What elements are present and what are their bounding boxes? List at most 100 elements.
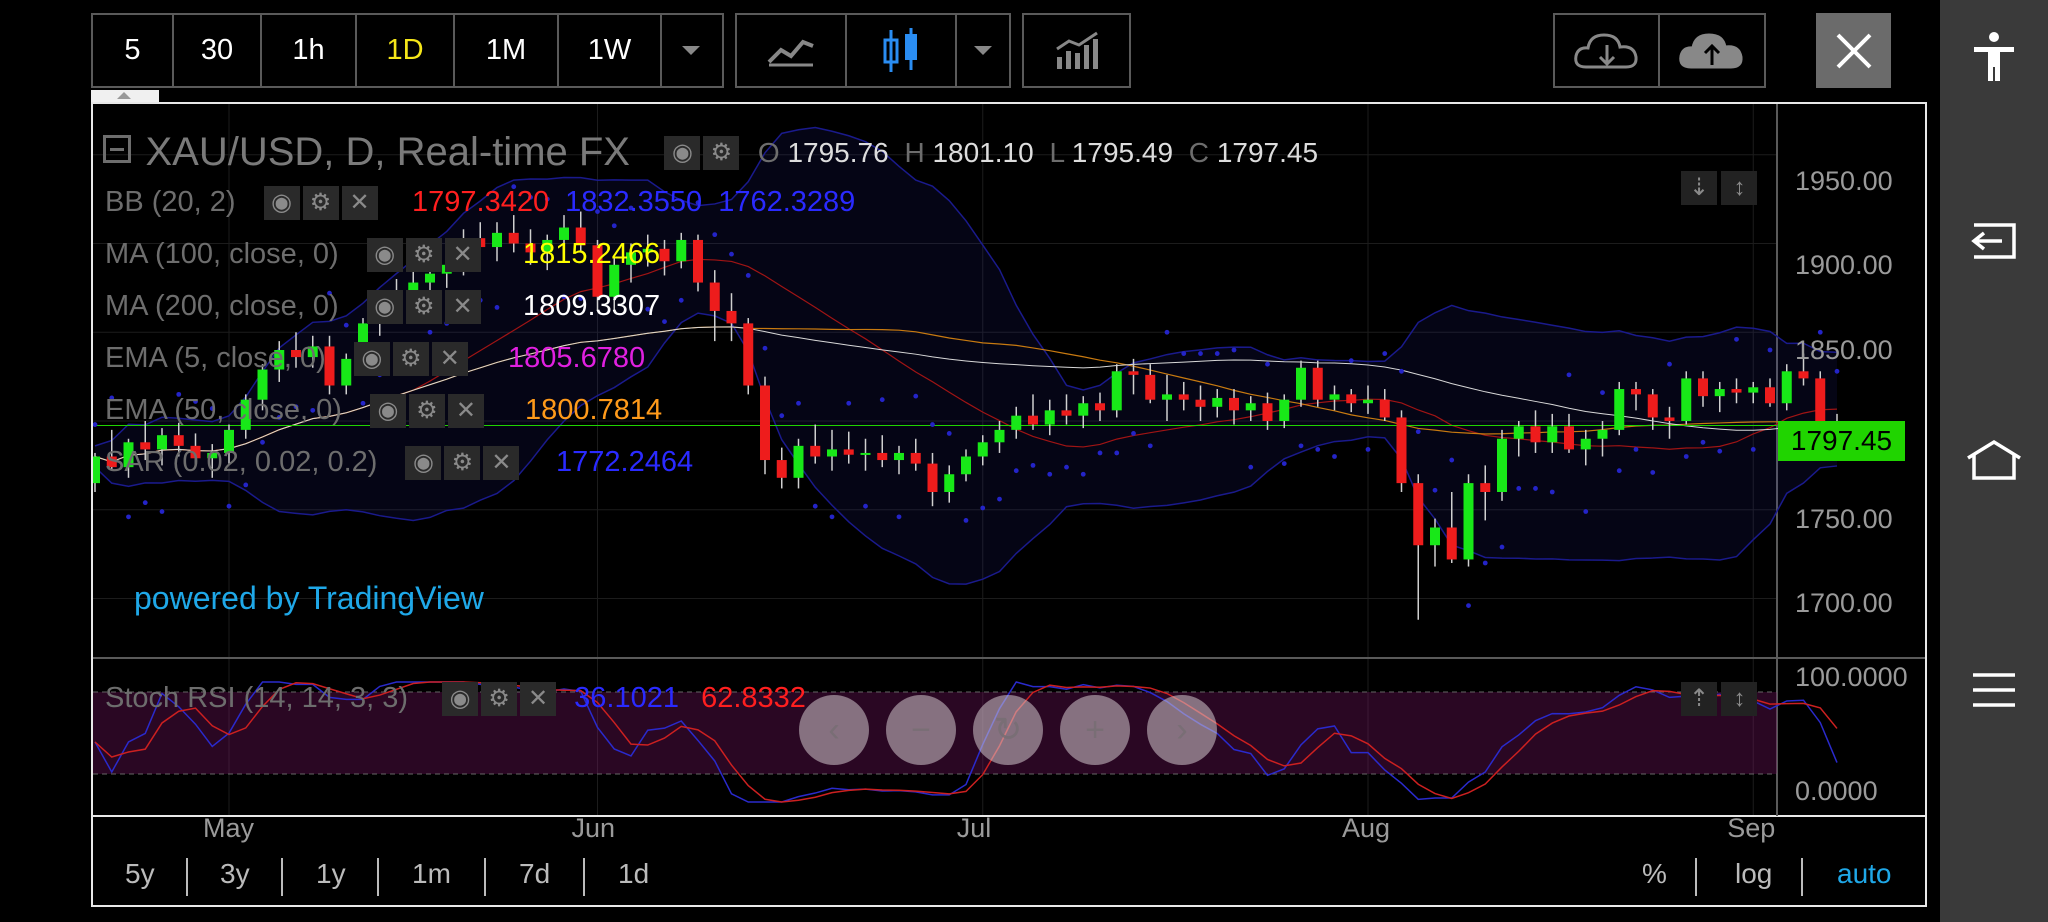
tradingview-watermark[interactable]: powered by TradingView bbox=[134, 580, 484, 616]
y-tick-label: 1950.00 bbox=[1795, 166, 1893, 196]
close-icon[interactable]: ✕ bbox=[520, 682, 557, 717]
interval-1w-button[interactable]: 1W bbox=[559, 15, 662, 86]
close-icon[interactable]: ✕ bbox=[341, 186, 378, 221]
sar-dot bbox=[561, 294, 567, 300]
menu-button[interactable] bbox=[1940, 645, 2048, 735]
auto-scale-button[interactable]: auto bbox=[1837, 858, 1892, 889]
indicators-button[interactable] bbox=[1024, 15, 1129, 86]
eye-icon[interactable]: ◉ bbox=[405, 446, 442, 481]
candle-body bbox=[1178, 394, 1189, 400]
close-icon[interactable]: ✕ bbox=[444, 290, 481, 325]
candle-body bbox=[1781, 371, 1792, 404]
separator bbox=[484, 858, 486, 896]
pane-controls: ⇣ ↕ bbox=[1681, 171, 1758, 205]
indicator-controls: ◉ ⚙ ✕ bbox=[353, 342, 468, 377]
range-7d-button[interactable]: 7d bbox=[519, 858, 551, 889]
sar-dot bbox=[578, 296, 584, 301]
close-icon[interactable]: ✕ bbox=[447, 394, 484, 429]
eye-icon[interactable]: ◉ bbox=[664, 135, 701, 170]
back-button[interactable] bbox=[1940, 196, 2048, 286]
move-down-icon[interactable]: ⇣ bbox=[1681, 171, 1717, 205]
log-scale-button[interactable]: log bbox=[1735, 858, 1773, 889]
candle-body bbox=[559, 227, 569, 240]
indicator-row: EMA (50, close, 0) ◉ ⚙ ✕ bbox=[105, 394, 490, 429]
zoom-in-button[interactable]: + bbox=[1060, 695, 1130, 765]
gear-icon[interactable]: ⚙ bbox=[405, 290, 442, 325]
close-label: C bbox=[1188, 136, 1210, 168]
gear-icon[interactable]: ⚙ bbox=[408, 394, 445, 429]
maximize-pane-icon[interactable]: ↕ bbox=[1721, 682, 1758, 716]
candle-body bbox=[492, 232, 502, 248]
sar-dot bbox=[729, 251, 734, 257]
indicator-row: MA (200, close, 0) ◉ ⚙ ✕ bbox=[105, 290, 487, 325]
price-chart[interactable] bbox=[93, 104, 1925, 905]
interval-30-button[interactable]: 30 bbox=[174, 15, 262, 86]
stoch-k-line bbox=[94, 681, 1838, 803]
zoom-out-button[interactable]: − bbox=[886, 695, 956, 765]
range-5y-button[interactable]: 5y bbox=[125, 858, 155, 889]
eye-icon[interactable]: ◉ bbox=[442, 682, 479, 717]
gear-icon[interactable]: ⚙ bbox=[302, 186, 339, 221]
cloud-load-button[interactable] bbox=[1555, 15, 1660, 86]
percent-scale-button[interactable]: % bbox=[1642, 858, 1667, 889]
eye-icon[interactable]: ◉ bbox=[366, 290, 403, 325]
home-button[interactable] bbox=[1940, 415, 2048, 505]
low-label: L bbox=[1049, 136, 1065, 168]
eye-icon[interactable]: ◉ bbox=[263, 186, 300, 221]
sar-dot bbox=[1382, 351, 1388, 356]
line-chart-button[interactable] bbox=[737, 15, 847, 86]
sar-dot bbox=[276, 415, 282, 420]
gear-icon[interactable]: ⚙ bbox=[405, 238, 442, 273]
candle-body bbox=[1497, 438, 1507, 492]
indicator-controls: ◉ ⚙ ✕ bbox=[366, 238, 481, 273]
range-1d-button[interactable]: 1d bbox=[618, 858, 650, 889]
reset-button[interactable]: ↻ bbox=[973, 695, 1043, 765]
scroll-left-button[interactable]: ‹ bbox=[799, 695, 869, 765]
candle-body bbox=[760, 385, 770, 461]
interval-1m-button[interactable]: 1M bbox=[455, 15, 559, 86]
candle-body bbox=[810, 445, 821, 457]
close-icon[interactable]: ✕ bbox=[444, 238, 481, 273]
candle-chart-button[interactable] bbox=[847, 15, 957, 86]
accessibility-button[interactable] bbox=[1940, 12, 2048, 102]
gear-icon[interactable]: ⚙ bbox=[444, 446, 481, 481]
gear-icon[interactable]: ⚙ bbox=[481, 682, 518, 717]
scroll-handle[interactable] bbox=[91, 90, 159, 102]
candle-body bbox=[676, 239, 687, 262]
sar-dot bbox=[327, 290, 332, 296]
range-1y-button[interactable]: 1y bbox=[316, 858, 346, 889]
candle-body bbox=[140, 442, 151, 450]
interval-5-button[interactable]: 5 bbox=[93, 15, 174, 86]
gear-icon[interactable]: ⚙ bbox=[392, 342, 429, 377]
range-1m-button[interactable]: 1m bbox=[412, 858, 451, 889]
collapse-legend-icon[interactable] bbox=[103, 134, 131, 163]
close-button[interactable] bbox=[1816, 13, 1891, 88]
eye-icon[interactable]: ◉ bbox=[353, 342, 390, 377]
eye-icon[interactable]: ◉ bbox=[366, 238, 403, 273]
candle-body bbox=[910, 452, 921, 464]
candle-body bbox=[224, 429, 234, 453]
indicator-row: SAR (0.02, 0.02, 0.2) ◉ ⚙ ✕ bbox=[105, 446, 525, 481]
close-icon[interactable]: ✕ bbox=[483, 446, 520, 481]
chart-type-dropdown-button[interactable] bbox=[957, 15, 1009, 86]
range-3y-button[interactable]: 3y bbox=[220, 858, 250, 889]
candle-body bbox=[1363, 399, 1373, 404]
candle-body bbox=[1446, 527, 1457, 560]
scroll-right-button[interactable]: › bbox=[1147, 695, 1217, 765]
cloud-save-button[interactable] bbox=[1660, 15, 1764, 86]
close-icon[interactable]: ✕ bbox=[431, 342, 468, 377]
sar-dot bbox=[930, 422, 935, 427]
candle-body bbox=[743, 323, 754, 386]
interval-1d-button[interactable]: 1D bbox=[357, 15, 455, 86]
stoch-d-value: 62.8332 bbox=[701, 682, 806, 714]
sar-dot bbox=[1516, 486, 1522, 491]
interval-dropdown-button[interactable] bbox=[662, 15, 719, 86]
move-up-icon[interactable]: ⇡ bbox=[1681, 682, 1717, 716]
eye-icon[interactable]: ◉ bbox=[369, 394, 406, 429]
gear-icon[interactable]: ⚙ bbox=[703, 135, 740, 170]
interval-1h-button[interactable]: 1h bbox=[262, 15, 357, 86]
sar-dot bbox=[645, 306, 651, 312]
y-tick-label: 1850.00 bbox=[1795, 335, 1893, 365]
maximize-pane-icon[interactable]: ↕ bbox=[1721, 171, 1758, 205]
sar-dot bbox=[243, 482, 249, 488]
